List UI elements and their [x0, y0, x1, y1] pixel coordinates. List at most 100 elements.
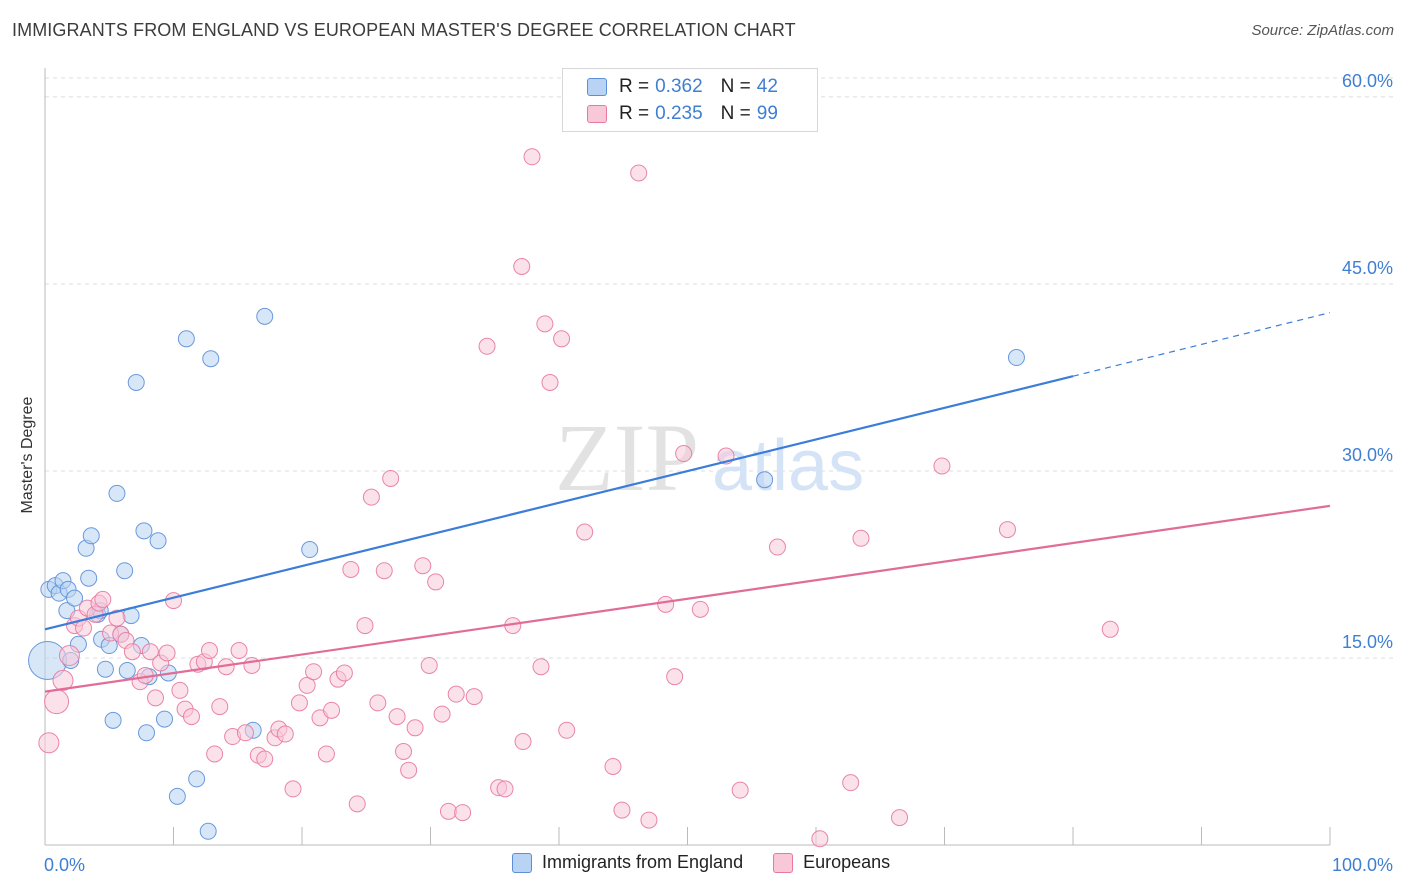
- data-point: [116, 562, 134, 580]
- data-point: [630, 164, 648, 182]
- correlation-legend: R = 0.362 N = 42 R = 0.235 N = 99: [562, 68, 818, 132]
- data-point: [177, 330, 195, 348]
- legend-item-england[interactable]: Immigrants from England: [512, 852, 743, 873]
- data-point: [604, 757, 622, 775]
- data-point: [38, 732, 60, 754]
- data-point: [811, 830, 829, 848]
- data-point: [342, 560, 360, 578]
- data-point: [298, 676, 316, 694]
- data-point: [80, 569, 98, 587]
- data-point: [478, 337, 496, 355]
- data-point: [182, 708, 200, 726]
- data-point: [323, 701, 341, 719]
- data-point: [256, 307, 274, 325]
- data-point: [406, 719, 424, 737]
- r-value-europeans: 0.235: [655, 103, 703, 124]
- data-point: [44, 689, 70, 715]
- data-point: [168, 787, 186, 805]
- data-point: [465, 688, 483, 706]
- n-value-europeans: 99: [756, 103, 778, 124]
- data-point: [613, 801, 631, 819]
- data-point: [202, 350, 220, 368]
- watermark-atlas: atlas: [712, 426, 864, 506]
- data-point: [657, 595, 675, 613]
- data-point: [576, 523, 594, 541]
- data-point: [852, 529, 870, 547]
- data-point: [58, 644, 80, 666]
- chart-title: IMMIGRANTS FROM ENGLAND VS EUROPEAN MAST…: [12, 20, 796, 40]
- series-immigrants-from-england: [28, 307, 1025, 840]
- y-tick-label: 45.0%: [1342, 258, 1393, 278]
- data-point: [52, 669, 74, 691]
- data-point: [118, 661, 136, 679]
- data-point: [200, 642, 218, 660]
- series-europeans: [38, 102, 1119, 848]
- r-label: R =: [619, 103, 650, 124]
- data-point: [933, 457, 951, 475]
- source-label: Source: ZipAtlas.com: [1251, 22, 1394, 39]
- legend-label-england: Immigrants from England: [542, 852, 744, 872]
- data-point: [998, 521, 1016, 539]
- x-tick-label: 0.0%: [44, 855, 85, 875]
- data-point: [439, 802, 457, 820]
- data-point: [156, 710, 174, 728]
- data-point: [276, 725, 294, 743]
- data-point: [1101, 620, 1119, 638]
- n-label: N =: [720, 103, 751, 124]
- legend-swatch-europeans: [587, 105, 607, 123]
- data-point: [158, 644, 176, 662]
- data-point: [395, 742, 413, 760]
- data-point: [400, 761, 418, 779]
- legend-item-europeans[interactable]: Europeans: [773, 852, 890, 873]
- data-point: [891, 809, 909, 827]
- data-point: [513, 257, 531, 275]
- watermark: ZIP atlas: [555, 404, 864, 511]
- n-label: N =: [720, 76, 751, 97]
- data-point: [108, 609, 126, 627]
- data-point: [171, 681, 189, 699]
- data-point: [335, 664, 353, 682]
- legend-row-england: R = 0.362 N = 42: [587, 74, 778, 100]
- y-tick-label: 60.0%: [1342, 71, 1393, 91]
- data-point: [82, 527, 100, 545]
- data-point: [127, 373, 145, 391]
- data-point: [301, 541, 319, 559]
- r-label: R =: [619, 76, 650, 97]
- data-point: [541, 373, 559, 391]
- data-point: [66, 589, 84, 607]
- series-legend: Immigrants from England Europeans: [512, 852, 920, 873]
- legend-label-europeans: Europeans: [803, 852, 891, 872]
- data-point: [305, 663, 323, 681]
- data-point: [236, 724, 254, 742]
- data-point: [731, 781, 749, 799]
- data-point: [135, 522, 153, 540]
- data-point: [356, 617, 374, 635]
- legend-swatch-europeans: [773, 852, 794, 873]
- data-point: [230, 642, 248, 660]
- data-point: [388, 708, 406, 726]
- y-tick-label: 15.0%: [1342, 632, 1393, 652]
- data-point: [1007, 349, 1025, 367]
- trend-lines: [44, 312, 1331, 693]
- data-point: [108, 484, 126, 502]
- data-point: [842, 774, 860, 792]
- axes: [44, 68, 1331, 846]
- data-point: [375, 562, 393, 580]
- data-point: [414, 557, 432, 575]
- data-point: [256, 750, 274, 768]
- data-point: [104, 711, 122, 729]
- data-point: [523, 148, 541, 166]
- grid-lines: [45, 77, 1395, 659]
- tick-labels: 15.0% 30.0% 45.0% 60.0% 0.0% 100.0%: [44, 71, 1393, 875]
- data-point: [514, 733, 532, 751]
- trend-line: [44, 504, 1331, 693]
- data-point: [123, 643, 141, 661]
- data-point: [147, 689, 165, 707]
- legend-row-europeans: R = 0.235 N = 99: [587, 101, 778, 127]
- data-point: [199, 822, 217, 840]
- data-point: [284, 780, 302, 798]
- data-point: [675, 445, 693, 463]
- data-point: [75, 619, 93, 637]
- data-point: [768, 538, 786, 556]
